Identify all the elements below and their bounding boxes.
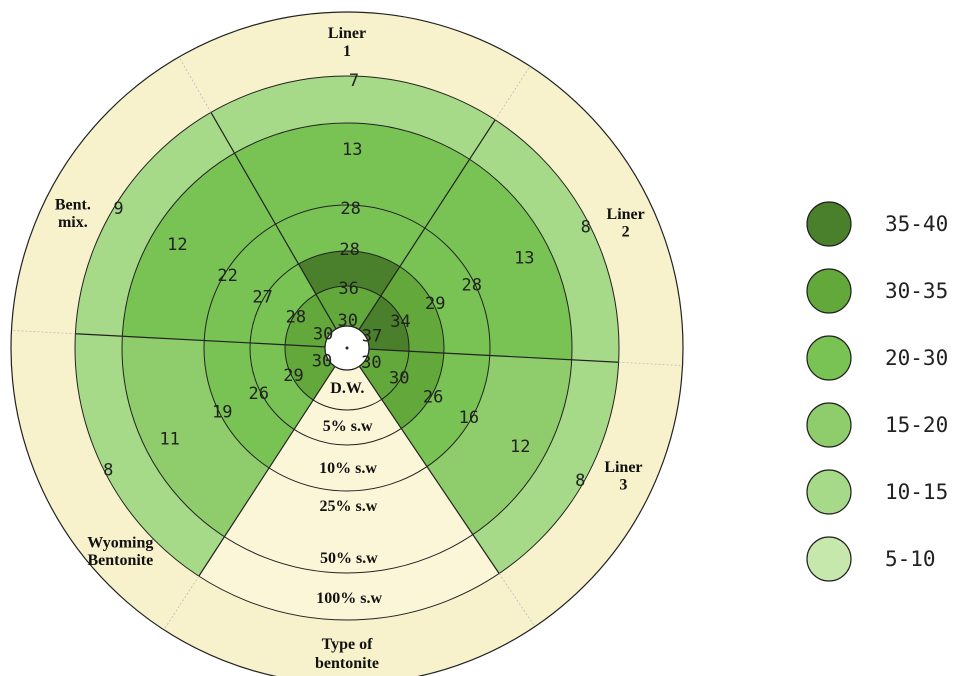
legend-label: 5-10	[885, 547, 936, 571]
cell-value: 9	[113, 199, 123, 219]
sector-cell	[211, 76, 496, 160]
sector-cell	[249, 342, 314, 430]
condition-label: 50% s.w	[320, 550, 378, 567]
sector-divider	[368, 348, 619, 363]
cell-value: 30	[361, 353, 381, 373]
cell-value: 19	[212, 403, 232, 423]
sector-cell	[380, 266, 444, 354]
cell-value: 26	[423, 388, 443, 408]
sector-cell	[358, 296, 409, 352]
sector-label: Liner 1	[328, 25, 366, 60]
legend-swatch	[806, 201, 852, 247]
sector-cell	[424, 159, 572, 360]
legend-label: 20-30	[885, 346, 948, 370]
sector-divider	[358, 119, 496, 330]
cell-value: 8	[575, 471, 585, 491]
outer-divider	[618, 361, 683, 366]
outer-divider	[498, 573, 536, 627]
sector-cell	[298, 251, 400, 297]
sector-cell	[472, 359, 619, 574]
sector-cell	[399, 228, 490, 356]
cell-value: 13	[514, 249, 534, 269]
cell-value: 36	[338, 279, 358, 299]
sector-cell	[250, 263, 316, 345]
sector-cell	[75, 333, 225, 577]
condition-label: 10% s.w	[319, 460, 377, 477]
sector-cell	[381, 351, 444, 429]
condition-axis-title: Type of bentonite	[315, 636, 379, 672]
sector-label: Liner 2	[607, 206, 645, 241]
cell-value: 12	[510, 437, 530, 457]
ring-line	[74, 75, 620, 621]
legend-swatch	[806, 268, 852, 314]
cell-value: 13	[342, 140, 362, 160]
condition-label: 5% s.w	[323, 418, 373, 435]
cell-value: 28	[339, 240, 359, 260]
cell-value: 29	[425, 294, 445, 314]
outer-divider	[494, 65, 531, 121]
cell-value: 12	[167, 235, 187, 255]
sector-cell	[285, 344, 336, 400]
sector-cell	[204, 224, 299, 343]
cell-value: 7	[349, 71, 359, 91]
cell-value: 30	[337, 311, 357, 331]
cell-value: 34	[390, 312, 410, 332]
cell-value: 16	[459, 408, 479, 428]
cell-value: 29	[283, 366, 303, 386]
sector-label: Wyoming Bentonite	[87, 534, 153, 569]
condition-label: 25% s.w	[319, 498, 377, 515]
outer-divider	[163, 575, 200, 631]
cell-value: 8	[103, 461, 113, 481]
outer-divider	[178, 56, 212, 113]
sector-cell	[469, 119, 620, 363]
outer-divider	[11, 330, 76, 335]
legend-label: 35-40	[885, 212, 948, 236]
cell-value: 11	[159, 429, 179, 449]
legend-label: 30-35	[885, 279, 948, 303]
legend-swatch	[806, 536, 852, 582]
sector-cell	[121, 336, 270, 537]
sector-label: Liner 3	[604, 459, 642, 494]
cell-value: 22	[217, 266, 237, 286]
sector-cell	[316, 286, 381, 330]
sector-cell	[234, 123, 470, 229]
cell-value: 30	[312, 352, 332, 372]
center-dot	[345, 346, 349, 350]
sector-divider	[198, 366, 336, 577]
cell-value: 30	[389, 369, 409, 389]
sector-cell	[401, 353, 490, 467]
legend-swatch	[806, 335, 852, 381]
sector-cell	[75, 112, 235, 337]
ring-line	[249, 250, 445, 446]
sector-divider	[210, 112, 337, 330]
sector-cell	[122, 153, 276, 341]
sector-divider	[75, 333, 326, 348]
cell-value: 28	[286, 308, 306, 328]
sector-cell	[359, 349, 409, 400]
condition-sector	[198, 366, 500, 620]
cell-value: 26	[249, 384, 269, 404]
cell-value: 8	[581, 217, 591, 237]
cell-value: 28	[461, 275, 481, 295]
cell-value: 28	[340, 199, 360, 219]
sector-divider	[358, 365, 500, 574]
sector-cell	[204, 340, 295, 468]
ring-line	[121, 122, 573, 574]
ring-line	[203, 204, 491, 492]
legend-label: 15-20	[885, 413, 948, 437]
condition-label: D.W.	[330, 380, 364, 397]
cell-value: 37	[362, 326, 382, 346]
legend-swatch	[806, 469, 852, 515]
ring-line	[284, 285, 410, 411]
condition-label: 100% s.w	[316, 590, 382, 607]
sector-cell	[426, 355, 572, 535]
sector-cell	[275, 205, 425, 267]
cell-value: 27	[252, 287, 272, 307]
sector-label: Bent. mix.	[55, 196, 91, 231]
legend-label: 10-15	[885, 480, 948, 504]
legend-swatch	[806, 402, 852, 448]
cell-value: 30	[313, 324, 333, 344]
